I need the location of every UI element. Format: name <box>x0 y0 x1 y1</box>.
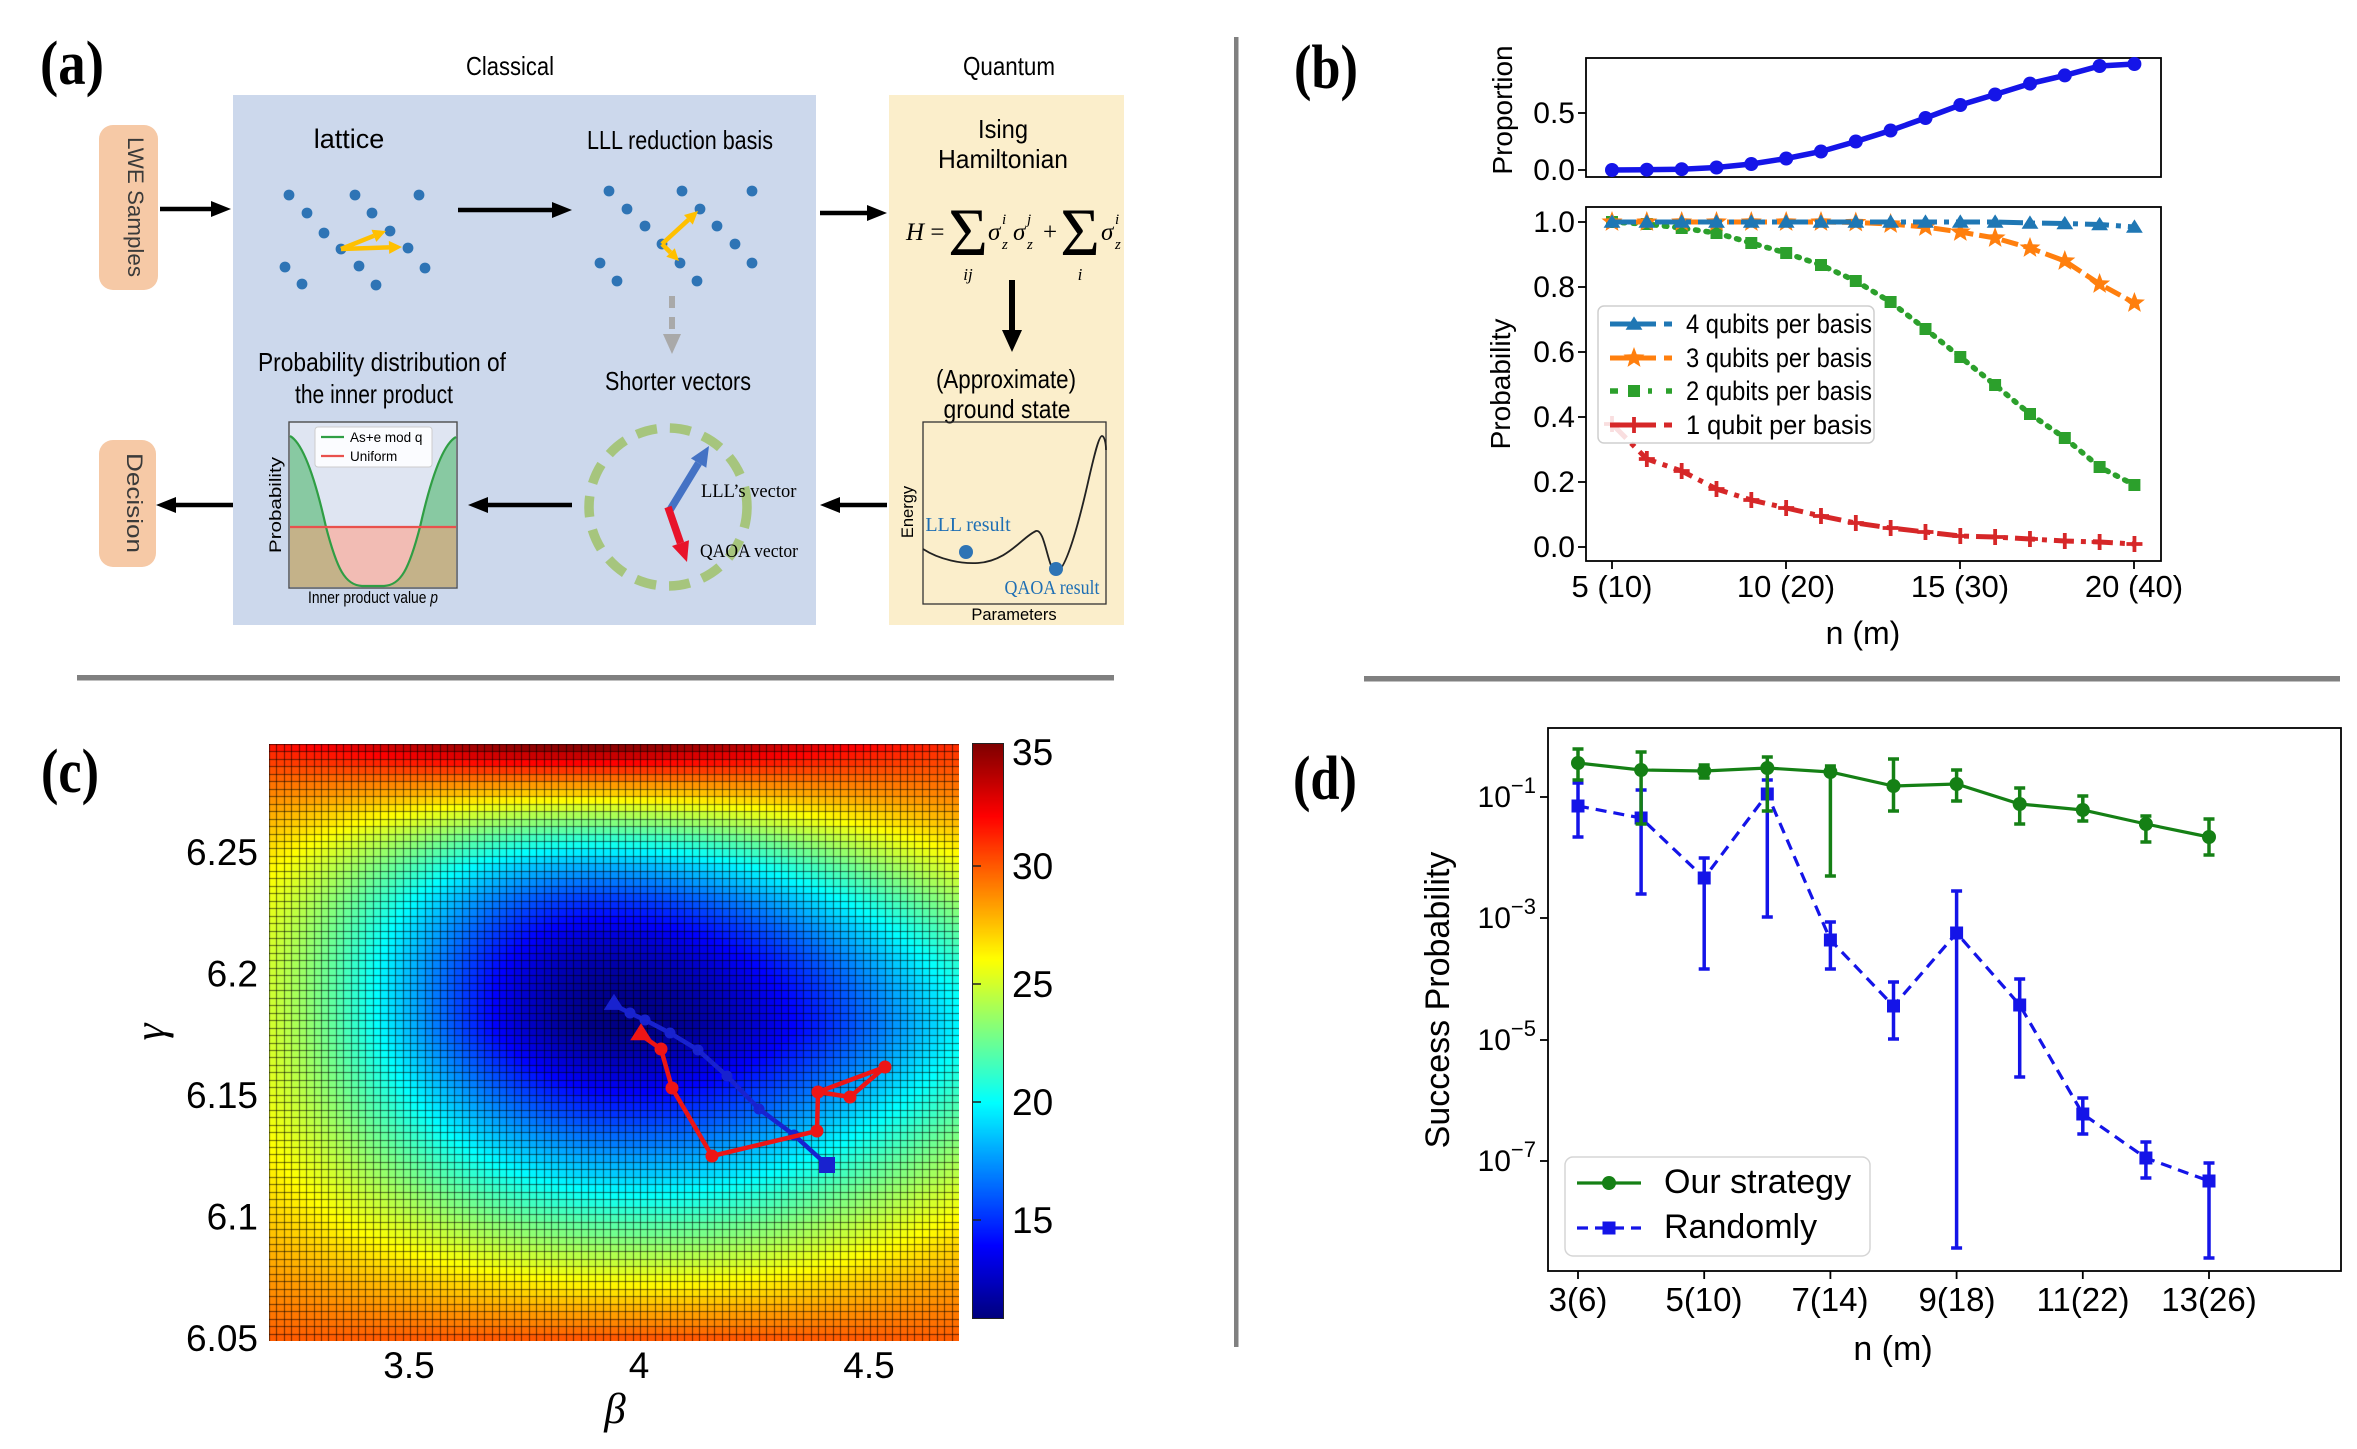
svg-text:15 (30): 15 (30) <box>1911 569 2009 604</box>
svg-text:3(6): 3(6) <box>1549 1281 1608 1318</box>
svg-text:Parameters: Parameters <box>971 606 1056 624</box>
svg-text:QAOA result: QAOA result <box>1005 578 1101 599</box>
svg-text:+: + <box>1043 219 1057 246</box>
svg-text:0.8: 0.8 <box>1533 271 1575 304</box>
svg-text:1 qubit per basis: 1 qubit per basis <box>1686 410 1872 440</box>
svg-text:Hamiltonian: Hamiltonian <box>938 144 1068 174</box>
svg-text:0.2: 0.2 <box>1533 466 1575 499</box>
svg-text:LLL result: LLL result <box>925 514 1011 536</box>
svg-text:10−1: 10−1 <box>1478 773 1536 814</box>
svg-text:H =: H = <box>905 219 944 246</box>
svg-text:Shorter vectors: Shorter vectors <box>605 366 751 396</box>
svg-text:γ: γ <box>127 1022 174 1040</box>
svg-text:Randomly: Randomly <box>1664 1208 1817 1246</box>
svg-text:6.1: 6.1 <box>207 1197 258 1238</box>
svg-text:σ: σ <box>988 219 1002 246</box>
svg-text:QAOA vector: QAOA vector <box>700 542 798 562</box>
svg-text:i: i <box>1002 212 1006 228</box>
svg-text:Success Probability: Success Probability <box>1419 852 1457 1149</box>
svg-text:4 qubits per basis: 4 qubits per basis <box>1686 309 1872 339</box>
svg-text:LLL reduction basis: LLL reduction basis <box>587 125 773 155</box>
svg-text:(c): (c) <box>41 738 99 806</box>
svg-text:σ: σ <box>1013 219 1027 246</box>
svg-text:3.5: 3.5 <box>383 1345 434 1386</box>
svg-text:LLL’s vector: LLL’s vector <box>701 482 796 502</box>
svg-text:z: z <box>1026 237 1033 253</box>
svg-text:35: 35 <box>1012 732 1053 773</box>
svg-text:10 (20): 10 (20) <box>1737 569 1835 604</box>
svg-text:9(18): 9(18) <box>1918 1281 1995 1318</box>
svg-text:Inner product value p: Inner product value p <box>308 589 438 607</box>
svg-text:z: z <box>1001 237 1008 253</box>
svg-text:5(10): 5(10) <box>1665 1281 1742 1318</box>
svg-text:0.6: 0.6 <box>1533 336 1575 369</box>
svg-text:0.0: 0.0 <box>1533 531 1575 564</box>
svg-text:Our strategy: Our strategy <box>1664 1163 1851 1201</box>
svg-text:(d): (d) <box>1293 745 1357 813</box>
svg-text:20 (40): 20 (40) <box>2085 569 2183 604</box>
svg-text:6.05: 6.05 <box>186 1318 258 1359</box>
svg-text:β: β <box>603 1386 626 1433</box>
svg-text:4.5: 4.5 <box>843 1345 894 1386</box>
svg-text:Decision: Decision <box>122 453 147 553</box>
svg-text:10−3: 10−3 <box>1478 894 1536 935</box>
svg-text:Classical: Classical <box>466 51 554 81</box>
svg-text:Probability: Probability <box>267 456 285 553</box>
svg-text:10−7: 10−7 <box>1478 1137 1536 1178</box>
svg-text:5 (10): 5 (10) <box>1572 569 1653 604</box>
svg-text:6.25: 6.25 <box>186 832 258 873</box>
svg-text:Σ: Σ <box>1060 194 1100 270</box>
svg-text:lattice: lattice <box>314 124 385 154</box>
svg-text:Probability: Probability <box>1485 319 1516 450</box>
svg-text:1.0: 1.0 <box>1533 206 1575 239</box>
svg-text:(Approximate): (Approximate) <box>936 364 1076 394</box>
svg-text:n (m): n (m) <box>1853 1330 1932 1368</box>
svg-text:ij: ij <box>963 265 973 284</box>
svg-text:As+e mod q: As+e mod q <box>350 430 422 445</box>
svg-text:the inner product: the inner product <box>295 379 454 409</box>
svg-text:ground state: ground state <box>944 394 1071 424</box>
svg-text:z: z <box>1114 237 1121 253</box>
svg-text:Proportion: Proportion <box>1487 45 1518 174</box>
svg-text:Quantum: Quantum <box>963 51 1055 81</box>
svg-text:Energy: Energy <box>899 485 917 538</box>
svg-text:6.15: 6.15 <box>186 1075 258 1116</box>
svg-text:0.4: 0.4 <box>1533 401 1575 434</box>
svg-text:13(26): 13(26) <box>2161 1281 2256 1318</box>
svg-text:0.0: 0.0 <box>1533 154 1575 187</box>
svg-text:0.5: 0.5 <box>1533 97 1575 130</box>
svg-text:i: i <box>1115 212 1119 228</box>
svg-text:15: 15 <box>1012 1200 1053 1241</box>
svg-text:j: j <box>1025 212 1031 228</box>
svg-text:Probability distribution of: Probability distribution of <box>258 347 507 377</box>
svg-text:7(14): 7(14) <box>1791 1281 1868 1318</box>
svg-text:25: 25 <box>1012 964 1053 1005</box>
svg-text:(b): (b) <box>1294 34 1358 102</box>
svg-text:σ: σ <box>1101 219 1115 246</box>
svg-text:Uniform: Uniform <box>350 449 397 464</box>
svg-text:n (m): n (m) <box>1826 615 1901 651</box>
svg-text:11(22): 11(22) <box>2037 1281 2130 1318</box>
svg-text:3 qubits per basis: 3 qubits per basis <box>1686 343 1872 373</box>
svg-text:2 qubits per basis: 2 qubits per basis <box>1686 376 1872 406</box>
svg-text:Ising: Ising <box>978 114 1028 144</box>
svg-text:6.2: 6.2 <box>207 954 258 995</box>
svg-text:4: 4 <box>629 1345 650 1386</box>
svg-text:LWE Samples: LWE Samples <box>123 137 148 277</box>
svg-text:i: i <box>1078 265 1083 284</box>
svg-text:10−5: 10−5 <box>1478 1016 1536 1057</box>
svg-text:30: 30 <box>1012 846 1053 887</box>
svg-text:Σ: Σ <box>948 194 988 270</box>
svg-text:20: 20 <box>1012 1082 1053 1123</box>
svg-text:(a): (a) <box>40 30 104 98</box>
